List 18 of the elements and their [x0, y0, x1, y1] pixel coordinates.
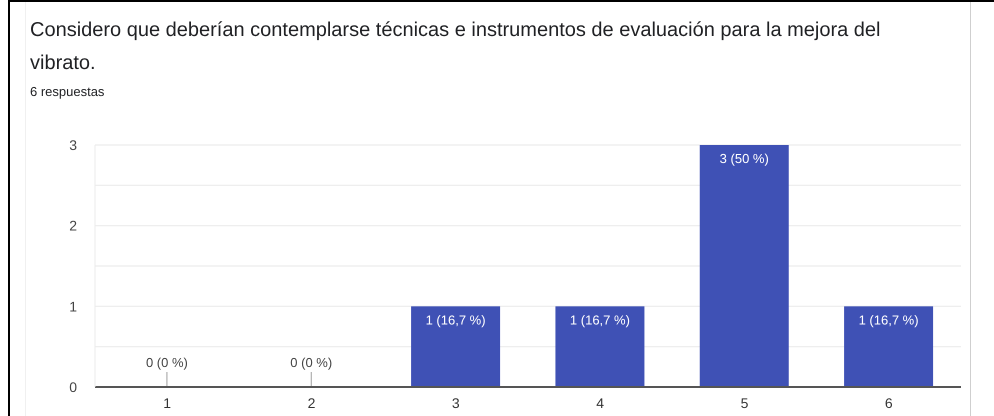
x-tick-label: 2: [308, 394, 316, 411]
x-tick-label: 4: [596, 394, 604, 411]
data-label: 1 (16,7 %): [570, 312, 630, 328]
x-tick-label: 1: [163, 394, 172, 411]
chart-title: Considero que deberían contemplarse técnicas e instrumentos de evaluación para la mejora del vibrato.: [30, 18, 882, 76]
y-tick-label: 3: [69, 136, 78, 153]
y-tick-label: 2: [69, 218, 78, 234]
data-label: 0 (0 %): [146, 355, 188, 370]
x-tick-label: 3: [452, 394, 460, 411]
y-tick-label: 1: [69, 298, 78, 314]
data-label: 0 (0 %): [290, 355, 332, 370]
y-tick-label: 0: [69, 378, 78, 395]
x-tick-label: 6: [884, 394, 893, 411]
data-label: 1 (16,7 %): [426, 312, 486, 328]
x-tick-label: 5: [740, 394, 749, 411]
data-label: 1 (16,7 %): [858, 312, 919, 328]
chart-subtitle: 6 respuestas: [30, 84, 104, 99]
data-label: 3 (50 %): [720, 151, 769, 166]
